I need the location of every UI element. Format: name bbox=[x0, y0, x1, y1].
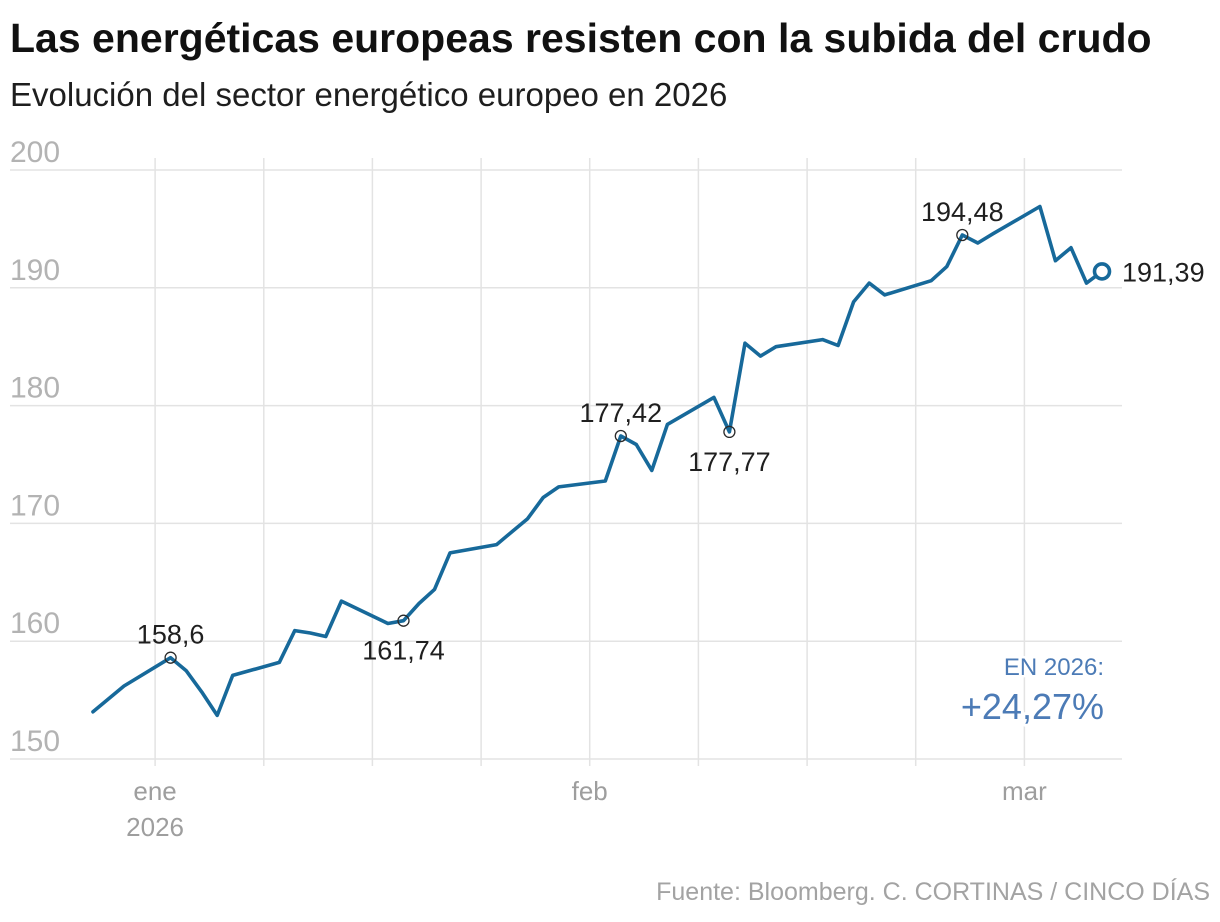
value-annotation: 177,42 bbox=[580, 398, 663, 443]
y-tick-label: 190 bbox=[10, 254, 60, 287]
summary-label: EN 2026: bbox=[1004, 654, 1104, 681]
x-tick-label: ene bbox=[133, 776, 176, 806]
value-annotation: 194,48 bbox=[921, 197, 1004, 242]
x-tick-label: feb bbox=[572, 776, 608, 806]
annotation-label: 177,42 bbox=[580, 398, 663, 428]
x-tick-label: mar bbox=[1002, 776, 1047, 806]
series-group bbox=[91, 204, 1104, 718]
annotation-label: 191,39 bbox=[1122, 257, 1205, 287]
y-tick-label: 170 bbox=[10, 489, 60, 522]
x-axis: ene 2026 feb mar bbox=[126, 776, 1047, 842]
annotation-marker bbox=[614, 429, 627, 443]
y-tick-label: 150 bbox=[10, 725, 60, 758]
value-annotation: 177,77 bbox=[688, 425, 771, 477]
y-tick-label: 200 bbox=[10, 136, 60, 169]
annotation-label: 177,77 bbox=[688, 447, 771, 477]
chart-subtitle: Evolución del sector energético europeo … bbox=[10, 76, 727, 113]
y-tick-label: 160 bbox=[10, 607, 60, 640]
vertical-gridlines bbox=[154, 158, 1026, 766]
series-line bbox=[91, 204, 1104, 718]
end-point-marker bbox=[1092, 262, 1112, 281]
annotation-label: 194,48 bbox=[921, 197, 1004, 227]
annotation-marker bbox=[164, 651, 177, 664]
y-axis: 150 160 170 180 190 200 bbox=[10, 136, 60, 758]
y-tick-label: 180 bbox=[10, 372, 60, 405]
summary-value: +24,27% bbox=[961, 686, 1104, 727]
annotation-label: 158,6 bbox=[137, 620, 205, 650]
horizontal-gridlines bbox=[10, 169, 1122, 760]
chart-title: Las energéticas europeas resisten con la… bbox=[10, 15, 1152, 61]
annotation-label: 161,74 bbox=[362, 636, 445, 666]
source-credit: Fuente: Bloomberg. C. CORTINAS / CINCO D… bbox=[656, 877, 1210, 906]
end-point-annotation: 191,39 bbox=[1092, 257, 1205, 287]
annotation-marker bbox=[956, 228, 969, 242]
annotation-marker bbox=[397, 614, 410, 627]
value-annotation: 161,74 bbox=[362, 614, 445, 666]
annotations: 158,6 161,74 177,42 177,77 194,48 191,39 bbox=[137, 197, 1205, 666]
annotation-marker bbox=[723, 425, 736, 439]
summary-box: EN 2026: +24,27% bbox=[958, 652, 1107, 731]
value-annotation: 158,6 bbox=[137, 620, 205, 664]
x-tick-sublabel: 2026 bbox=[126, 812, 184, 842]
